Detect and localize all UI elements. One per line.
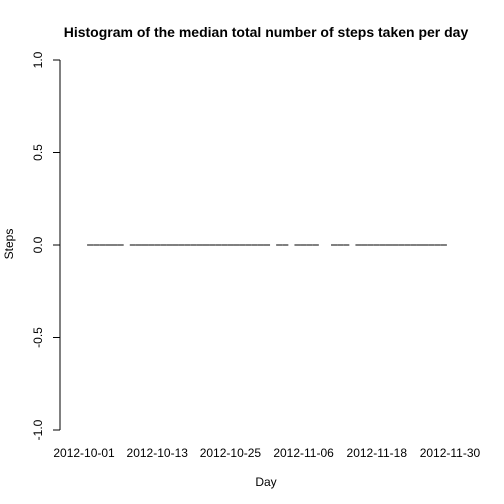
x-tick-label: 2012-10-01 xyxy=(53,446,115,460)
y-tick-label: 0.5 xyxy=(31,144,45,161)
y-tick-label: -1.0 xyxy=(31,419,45,440)
y-tick-label: 0.0 xyxy=(31,236,45,253)
x-tick-label: 2012-11-30 xyxy=(420,446,481,460)
y-tick-label: -0.5 xyxy=(31,327,45,348)
x-axis-label: Day xyxy=(255,475,276,489)
x-tick-label: 2012-11-18 xyxy=(347,446,408,460)
chart-title: Histogram of the median total number of … xyxy=(64,24,469,40)
x-tick-label: 2012-11-06 xyxy=(273,446,334,460)
x-tick-label: 2012-10-13 xyxy=(127,446,189,460)
y-axis: -1.0 -0.5 0.0 0.5 1.0 xyxy=(31,51,61,440)
y-axis-label: Steps xyxy=(2,229,16,260)
x-axis: 2012-10-01 2012-10-13 2012-10-25 2012-11-06… xyxy=(53,446,480,460)
y-tick-label: 1.0 xyxy=(31,51,45,68)
x-tick-label: 2012-10-25 xyxy=(200,446,262,460)
